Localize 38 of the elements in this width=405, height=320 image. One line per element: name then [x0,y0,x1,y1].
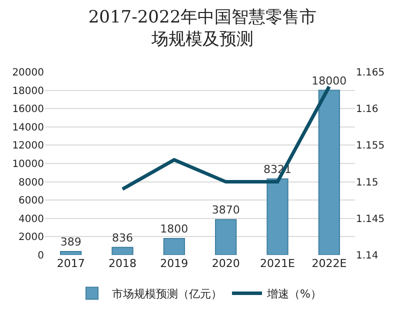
x-tick-label: 2019 [160,257,188,270]
bar [215,219,237,255]
y2-tick-label: 1.16 [356,104,378,116]
bar [266,178,288,255]
chart-title: 2017-2022年中国智慧零售市场规模及预测 [88,7,317,50]
x-tick-label: 2022E [312,257,347,270]
y-tick-label: 16000 [12,104,44,116]
line-series [120,84,331,191]
data-label: 836 [112,231,133,244]
y-tick-label: 18000 [12,86,44,97]
y-tick-label: 4000 [18,214,44,225]
data-label: 389 [60,235,82,248]
bar [163,238,185,255]
data-label: 3870 [212,204,240,217]
y-tick-label: 14000 [12,122,44,134]
y-tick-label: 6000 [18,196,44,207]
y-tick-label: 8000 [18,177,44,188]
y-tick-label: 20000 [12,68,44,78]
y-tick-label: 10000 [12,159,44,170]
x-tick-label: 2018 [108,257,136,270]
legend-label: 市场规模预测（亿元） [112,288,222,301]
y2-tick-label: 1.165 [356,68,385,78]
bar [318,90,340,255]
y2-tick-label: 1.14 [356,250,378,262]
bar [60,250,82,255]
y-tick-label: 12000 [12,140,44,152]
x-tick-label: 2020 [212,257,240,270]
data-label: 18000 [312,74,347,88]
x-tick-label: 2017 [56,257,85,270]
y2-tick-label: 1.145 [356,214,385,225]
legend-label: 增速（%） [266,288,322,301]
y2-tick-label: 1.155 [356,140,385,152]
data-label: 1800 [160,222,188,236]
bar [112,246,134,255]
y-tick-label: 2000 [18,232,44,244]
x-tick-label: 2021E [260,257,296,270]
y-tick-label: 0 [38,250,44,262]
y2-tick-label: 1.15 [356,177,378,188]
